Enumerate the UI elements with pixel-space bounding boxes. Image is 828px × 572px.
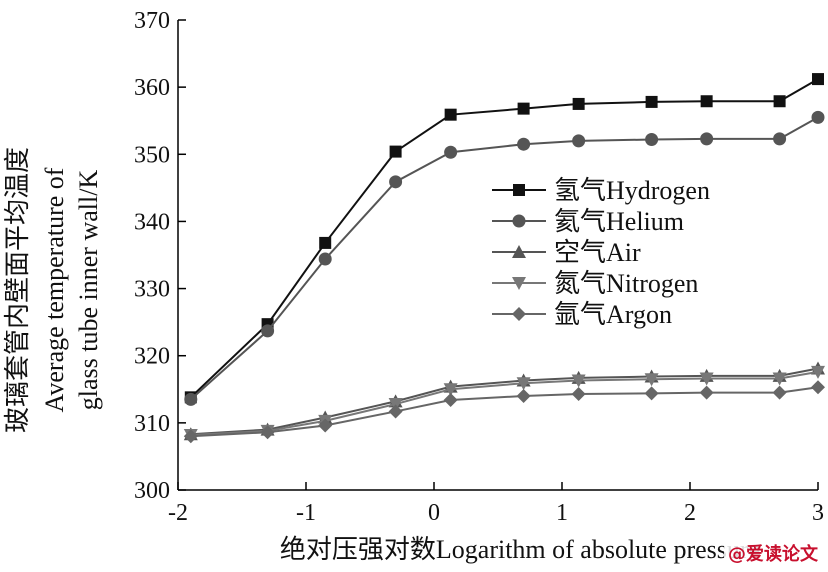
legend-marker [513, 184, 525, 196]
data-point [444, 108, 457, 121]
data-point [572, 97, 585, 110]
data-point [183, 429, 198, 444]
data-point [389, 175, 403, 189]
legend-item: 氩气Argon [492, 300, 672, 329]
y-axis-label-group: 玻璃套管内壁面平均温度 Average temperature of glass… [3, 147, 103, 433]
legend-label: 氩气Argon [554, 300, 672, 329]
series-line [190, 116, 819, 401]
data-point [318, 418, 333, 433]
y-tick-label: 330 [134, 277, 170, 303]
data-point [517, 137, 531, 151]
data-point [699, 385, 714, 400]
data-point [444, 145, 458, 159]
legend-label: 氦气Helium [554, 207, 684, 236]
legend-label: 氮气Nitrogen [554, 269, 698, 298]
data-point [389, 145, 402, 158]
series-1 [184, 110, 825, 406]
y-tick-label: 300 [134, 478, 170, 504]
x-tick-label: 0 [428, 500, 440, 526]
data-point [318, 252, 332, 266]
legend-marker [512, 307, 526, 321]
y-tick-label: 340 [134, 209, 170, 235]
legend-item: 氦气Helium [492, 207, 684, 236]
legend-marker [512, 277, 526, 290]
legend-item: 氮气Nitrogen [492, 269, 698, 298]
legend-item: 空气Air [492, 238, 641, 267]
data-point [184, 392, 198, 406]
y-axis-label-en-1: Average temperature of [40, 167, 69, 412]
data-point [699, 372, 714, 386]
data-point [644, 373, 659, 387]
data-point [571, 386, 586, 401]
data-point [516, 377, 531, 391]
series-4 [183, 380, 825, 444]
y-axis-label-cn: 玻璃套管内壁面平均温度 [3, 147, 32, 433]
data-point [645, 95, 658, 108]
x-axis-label: 绝对压强对数Logarithm of absolute pressure [280, 535, 760, 564]
y-tick-label: 370 [134, 8, 170, 34]
y-tick-label: 350 [134, 142, 170, 168]
y-tick-label: 360 [134, 75, 170, 101]
series-layer [183, 73, 825, 444]
data-point [773, 132, 787, 146]
y-tick-label: 310 [134, 411, 170, 437]
data-point [644, 386, 659, 401]
x-tick-label: -1 [296, 500, 316, 526]
data-point [700, 132, 714, 146]
x-tick-label: 2 [684, 500, 696, 526]
watermark: @爱读论文 [724, 540, 822, 566]
data-point [772, 372, 787, 386]
data-point [443, 383, 458, 397]
data-point [388, 404, 403, 419]
data-point [811, 110, 825, 124]
x-tick-label: 1 [556, 500, 568, 526]
data-point [516, 389, 531, 403]
data-point [811, 380, 825, 395]
series-line [190, 386, 819, 438]
data-point [517, 102, 530, 115]
data-point [319, 236, 332, 249]
legend-marker [512, 245, 526, 258]
axes: 300 310 320 330 340 350 360 370 -2 -1 0 1 2 3 [134, 8, 824, 526]
data-point [572, 134, 586, 148]
series-line [190, 78, 819, 399]
legend-label: 氢气Hydrogen [554, 176, 710, 205]
x-tick-label: 3 [812, 500, 824, 526]
data-point [811, 365, 825, 379]
y-tick-label: 320 [134, 344, 170, 370]
series-0 [184, 73, 824, 404]
data-point [261, 324, 275, 338]
data-point [443, 393, 458, 408]
x-tick-label: -2 [168, 500, 188, 526]
legend-item: 氢气Hydrogen [492, 176, 710, 205]
data-point [812, 73, 824, 86]
data-point [571, 374, 586, 388]
data-point [260, 425, 275, 440]
legend-marker [512, 214, 526, 228]
data-point [645, 133, 659, 147]
data-point [700, 95, 713, 108]
legend-label: 空气Air [554, 238, 641, 267]
y-axis-label-en-2: glass tube inner wall/K [74, 170, 103, 411]
data-point [772, 385, 787, 400]
data-point [773, 95, 786, 108]
